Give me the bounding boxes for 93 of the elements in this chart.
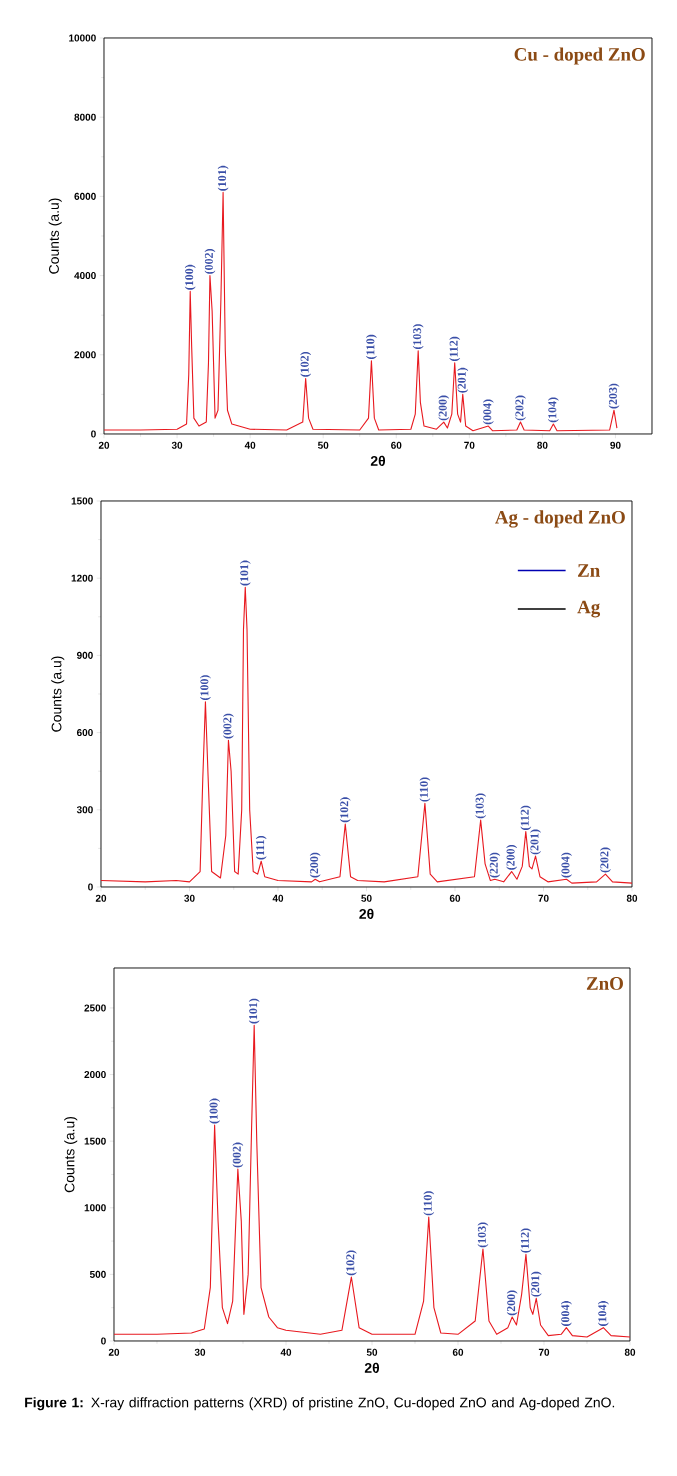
annotation: (100) [200,675,211,700]
y-tick-label: 2000 [74,351,96,359]
y-tick-label: 900 [76,651,93,659]
x-axis-title: 2θ [370,455,386,466]
x-tick-label: 70 [464,441,475,449]
annotation: (112) [449,336,461,361]
text: Figure 1: X-ray diffraction patterns (XRD) of pristine ZnO, Cu-doped ZnO and Ag-doped ZnO. [25,1397,615,1411]
annotation: (110) [366,334,377,359]
x-tick-label: 80 [624,1348,636,1356]
annotation: (110) [423,1191,435,1216]
x-tick-label: 50 [317,441,329,449]
x-tick-label: 30 [184,894,195,902]
y-tick-label: 2500 [84,1004,106,1012]
annotation: (201) [457,367,469,393]
annotation: (200) [309,852,321,878]
x-tick-label: 60 [391,441,402,449]
annotation: (002) [204,249,216,274]
x-tick-label: 40 [244,441,256,449]
annotation: (103) [475,793,487,819]
annotation: (100) [184,264,196,290]
x-tick-label: 30 [171,441,183,449]
annotation: (004) [561,852,572,878]
annotation: (101) [217,165,229,191]
x-tick-label: 20 [95,894,107,902]
annotation: (112) [520,805,532,830]
annotation: (200) [506,1290,518,1316]
annotation: (200) [438,395,450,421]
annotation: (102) [339,797,351,823]
y-tick-label: 2000 [84,1071,106,1079]
y-tick-label: 1000 [84,1204,106,1212]
annotation: Zn [578,564,600,577]
line-series [103,191,618,432]
annotation: (103) [412,324,424,350]
annotation: (101) [248,998,260,1024]
annotation: (203) [608,383,620,409]
annotation: (102) [345,1250,357,1276]
annotation: (202) [515,395,526,421]
y-tick-label: 10000 [69,34,96,42]
annotation: (111) [255,836,267,860]
annotation: (201) [530,829,541,855]
x-tick-label: 40 [272,894,284,902]
annotation: (004) [482,399,494,425]
x-tick-label: 60 [452,1348,464,1356]
y-tick-label: 1200 [71,574,93,582]
x-tick-label: 70 [538,1348,550,1356]
chart-title: Ag - doped ZnO [495,510,625,528]
annotation: (002) [232,1142,244,1168]
x-tick-label: 70 [538,894,549,902]
annotation: (104) [597,1301,609,1326]
x-tick-label: 40 [280,1348,292,1356]
annotation: (202) [600,847,611,873]
chart-title: Cu - doped ZnO [514,47,645,65]
y-axis-title: Counts (a.u) [48,198,62,274]
chart-title: ZnO [586,977,623,990]
x-axis-title: 2θ [359,908,374,919]
annotation: (101) [239,560,251,586]
annotation: (103) [477,1222,489,1248]
line-series [100,586,633,884]
annotation: (002) [223,713,234,739]
x-tick-label: 50 [361,894,372,902]
y-tick-label: 0 [88,883,93,891]
x-tick-label: 30 [194,1348,206,1356]
y-axis-title: Counts (a.u) [64,1116,78,1193]
annotation: (100) [209,1098,221,1124]
annotation: (201) [530,1271,542,1297]
x-tick-label: 80 [537,441,548,449]
annotation: (102) [300,351,312,377]
y-tick-label: 6000 [74,192,96,200]
x-axis-title: 2θ [364,1362,380,1373]
y-tick-label: 0 [101,1337,106,1345]
x-tick-label: 90 [610,441,621,449]
annotation: (104) [547,397,559,423]
line-series [113,1024,631,1338]
annotation: (110) [419,777,431,802]
y-tick-label: 600 [76,729,93,737]
y-tick-label: 4000 [74,272,96,280]
annotation: (200) [506,844,518,870]
x-tick-label: 20 [98,441,110,449]
y-tick-label: 300 [76,806,93,814]
x-tick-label: 80 [626,894,638,902]
y-tick-label: 1500 [71,497,93,505]
x-tick-label: 60 [449,894,461,902]
annotation: (004) [560,1301,572,1326]
annotation: (220) [489,852,501,878]
y-tick-label: 0 [91,430,96,438]
y-tick-label: 1500 [84,1137,106,1145]
x-tick-label: 50 [366,1348,378,1356]
y-axis-title: Counts (a.u) [51,656,65,732]
y-tick-label: 8000 [74,113,96,121]
annotation: Ag [577,600,601,618]
annotation: (112) [520,1228,532,1253]
y-tick-label: 500 [89,1270,106,1278]
x-tick-label: 20 [108,1348,120,1356]
